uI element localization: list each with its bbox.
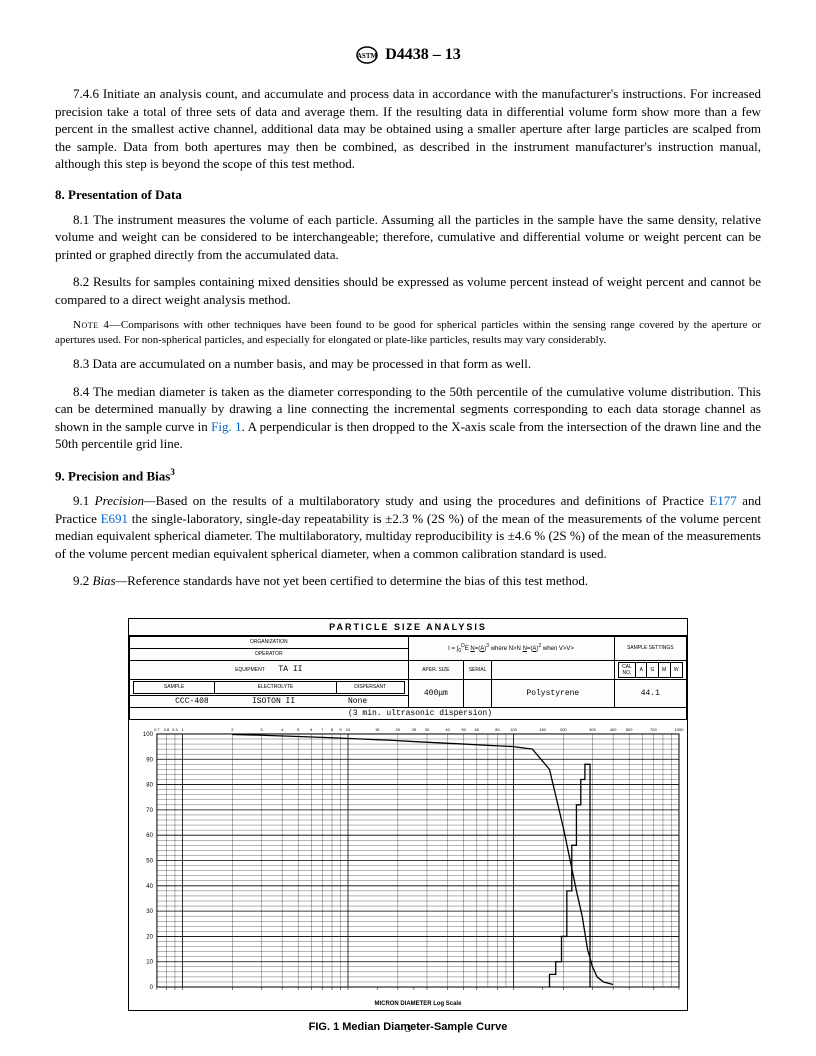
svg-text:0.8: 0.8 [164,727,170,732]
para-83: 8.3 Data are accumulated on a number bas… [55,355,761,373]
para-91-num: 9.1 [73,493,95,508]
svg-text:10: 10 [146,960,153,966]
svg-text:25: 25 [412,727,417,732]
svg-text:70: 70 [146,808,153,814]
svg-text:2: 2 [231,727,233,732]
para-91-text-d: the single-laboratory, single-day repeat… [55,511,761,561]
precision-label: Precision— [95,493,156,508]
designation: D4438 – 13 [385,46,461,64]
material-value: Polystyrene [492,679,615,707]
sample-value: CCC-408 [175,697,209,706]
para-746: 7.4.6 Initiate an analysis count, and ac… [55,85,761,173]
table-row: (3 min. ultrasonic dispersion) [130,707,687,719]
svg-text:80: 80 [495,727,500,732]
svg-text:40: 40 [445,727,450,732]
svg-text:10: 10 [346,727,351,732]
astm-logo-icon: ASTM [355,45,379,65]
svg-text:1000: 1000 [675,727,685,732]
para-92-text: Reference standards have not yet been ce… [127,573,588,588]
svg-text:MICRON DIAMETER Log Scale: MICRON DIAMETER Log Scale [375,1001,463,1007]
figure-frame: PARTICLE SIZE ANALYSIS ORGANIZATION I = … [128,618,688,1011]
page-header: ASTM D4438 – 13 [55,45,761,65]
section-9-heading: 9. Precision and Bias3 [55,467,761,484]
note-label: Note 4— [73,319,121,331]
figure-1: PARTICLE SIZE ANALYSIS ORGANIZATION I = … [55,618,761,1033]
svg-text:700: 700 [650,727,657,732]
para-91: 9.1 Precision—Based on the results of a … [55,492,761,562]
note-4: Note 4—Comparisons with other techniques… [55,318,761,347]
svg-text:50: 50 [146,858,153,864]
svg-text:20: 20 [396,727,401,732]
svg-text:30: 30 [425,727,430,732]
para-81: 8.1 The instrument measures the volume o… [55,211,761,264]
svg-text:30: 30 [146,909,153,915]
figure-inner-title: PARTICLE SIZE ANALYSIS [129,619,687,636]
electrolyte-value: ISOTON II [252,697,295,706]
dispersant-value: None [348,697,367,706]
svg-text:300: 300 [589,727,596,732]
svg-text:15: 15 [375,727,380,732]
e691-link[interactable]: E691 [101,511,128,526]
svg-text:400: 400 [610,727,617,732]
svg-text:20: 20 [146,934,153,940]
page-number: 3 [405,1021,411,1036]
chart-area: 01020304050607080901000.70.80.9123456789… [129,720,687,1010]
section-9-title: 9. Precision and Bias [55,468,170,483]
svg-text:ASTM: ASTM [357,52,378,60]
svg-text:0.7: 0.7 [154,727,160,732]
svg-text:0.9: 0.9 [172,727,178,732]
para-84: 8.4 The median diameter is taken as the … [55,383,761,453]
svg-text:90: 90 [146,757,153,763]
para-92: 9.2 Bias—Reference standards have not ye… [55,572,761,590]
equipment-value: TA II [278,665,302,674]
svg-text:80: 80 [146,782,153,788]
table-row: SAMPLE ELECTROLYTE DISPERSANT 400μm Poly… [130,679,687,695]
sample-settings-label: SAMPLE SETTINGS [614,636,686,660]
dispersion-note: (3 min. ultrasonic dispersion) [348,709,492,718]
note-text: Comparisons with other techniques have b… [55,319,761,345]
para-82: 8.2 Results for samples containing mixed… [55,273,761,308]
cal-value: 44.1 [614,679,686,707]
svg-text:60: 60 [146,833,153,839]
para-92-num: 9.2 [73,573,93,588]
svg-text:7: 7 [321,727,323,732]
para-91-text-b: Based on the results of a multilaborator… [156,493,710,508]
footnote-ref: 3 [170,467,175,477]
svg-text:150: 150 [539,727,546,732]
e177-link[interactable]: E177 [709,493,736,508]
table-row: ORGANIZATION I = ∫0DE N=(A)3 where N>N N… [130,636,687,648]
svg-text:200: 200 [560,727,567,732]
fig1-link[interactable]: Fig. 1 [211,419,242,434]
aperture-size: 400μm [408,679,464,707]
bias-label: Bias— [93,573,128,588]
table-row: EQUIPMENT TA II APER. SIZE SERIAL CALNO.… [130,660,687,679]
svg-text:40: 40 [146,884,153,890]
svg-text:100: 100 [143,732,154,738]
svg-text:500: 500 [626,727,633,732]
figure-header-table: ORGANIZATION I = ∫0DE N=(A)3 where N>N N… [129,636,687,720]
svg-text:50: 50 [461,727,466,732]
section-8-heading: 8. Presentation of Data [55,187,761,203]
svg-text:100: 100 [510,727,517,732]
